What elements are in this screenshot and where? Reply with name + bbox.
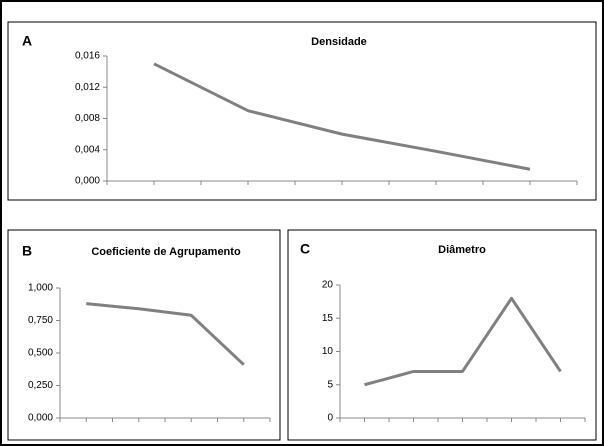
panel-box <box>287 229 597 441</box>
panel-label: C <box>300 241 310 257</box>
data-line <box>153 62 531 171</box>
panel-label: B <box>22 243 32 259</box>
data-line <box>364 296 562 387</box>
y-tick-label: 20 <box>322 280 334 291</box>
data-line <box>86 302 245 366</box>
panel-box <box>7 229 281 441</box>
y-tick-label: 0,500 <box>28 348 53 359</box>
y-tick-label: 5 <box>327 379 333 390</box>
chart-title: Coeficiente de Agrupamento <box>91 246 241 258</box>
y-tick-label: 10 <box>322 346 334 357</box>
chart-title: Diâmetro <box>438 244 486 256</box>
panel-box <box>7 21 597 201</box>
y-tick-label: 0 <box>327 413 333 424</box>
y-tick-label: 0,016 <box>75 51 100 62</box>
y-tick-label: 0,004 <box>75 144 100 155</box>
y-tick-label: 0,012 <box>75 82 100 93</box>
y-tick-label: 1,000 <box>28 283 53 294</box>
y-tick-label: 0,250 <box>28 380 53 391</box>
y-tick-label: 0,008 <box>75 113 100 124</box>
y-tick-label: 0,000 <box>28 413 53 424</box>
y-tick-label: 0,000 <box>75 176 100 187</box>
y-tick-label: 0,750 <box>28 315 53 326</box>
y-tick-label: 15 <box>322 313 334 324</box>
chart-title: Densidade <box>311 36 367 48</box>
panel-label: A <box>22 33 32 49</box>
